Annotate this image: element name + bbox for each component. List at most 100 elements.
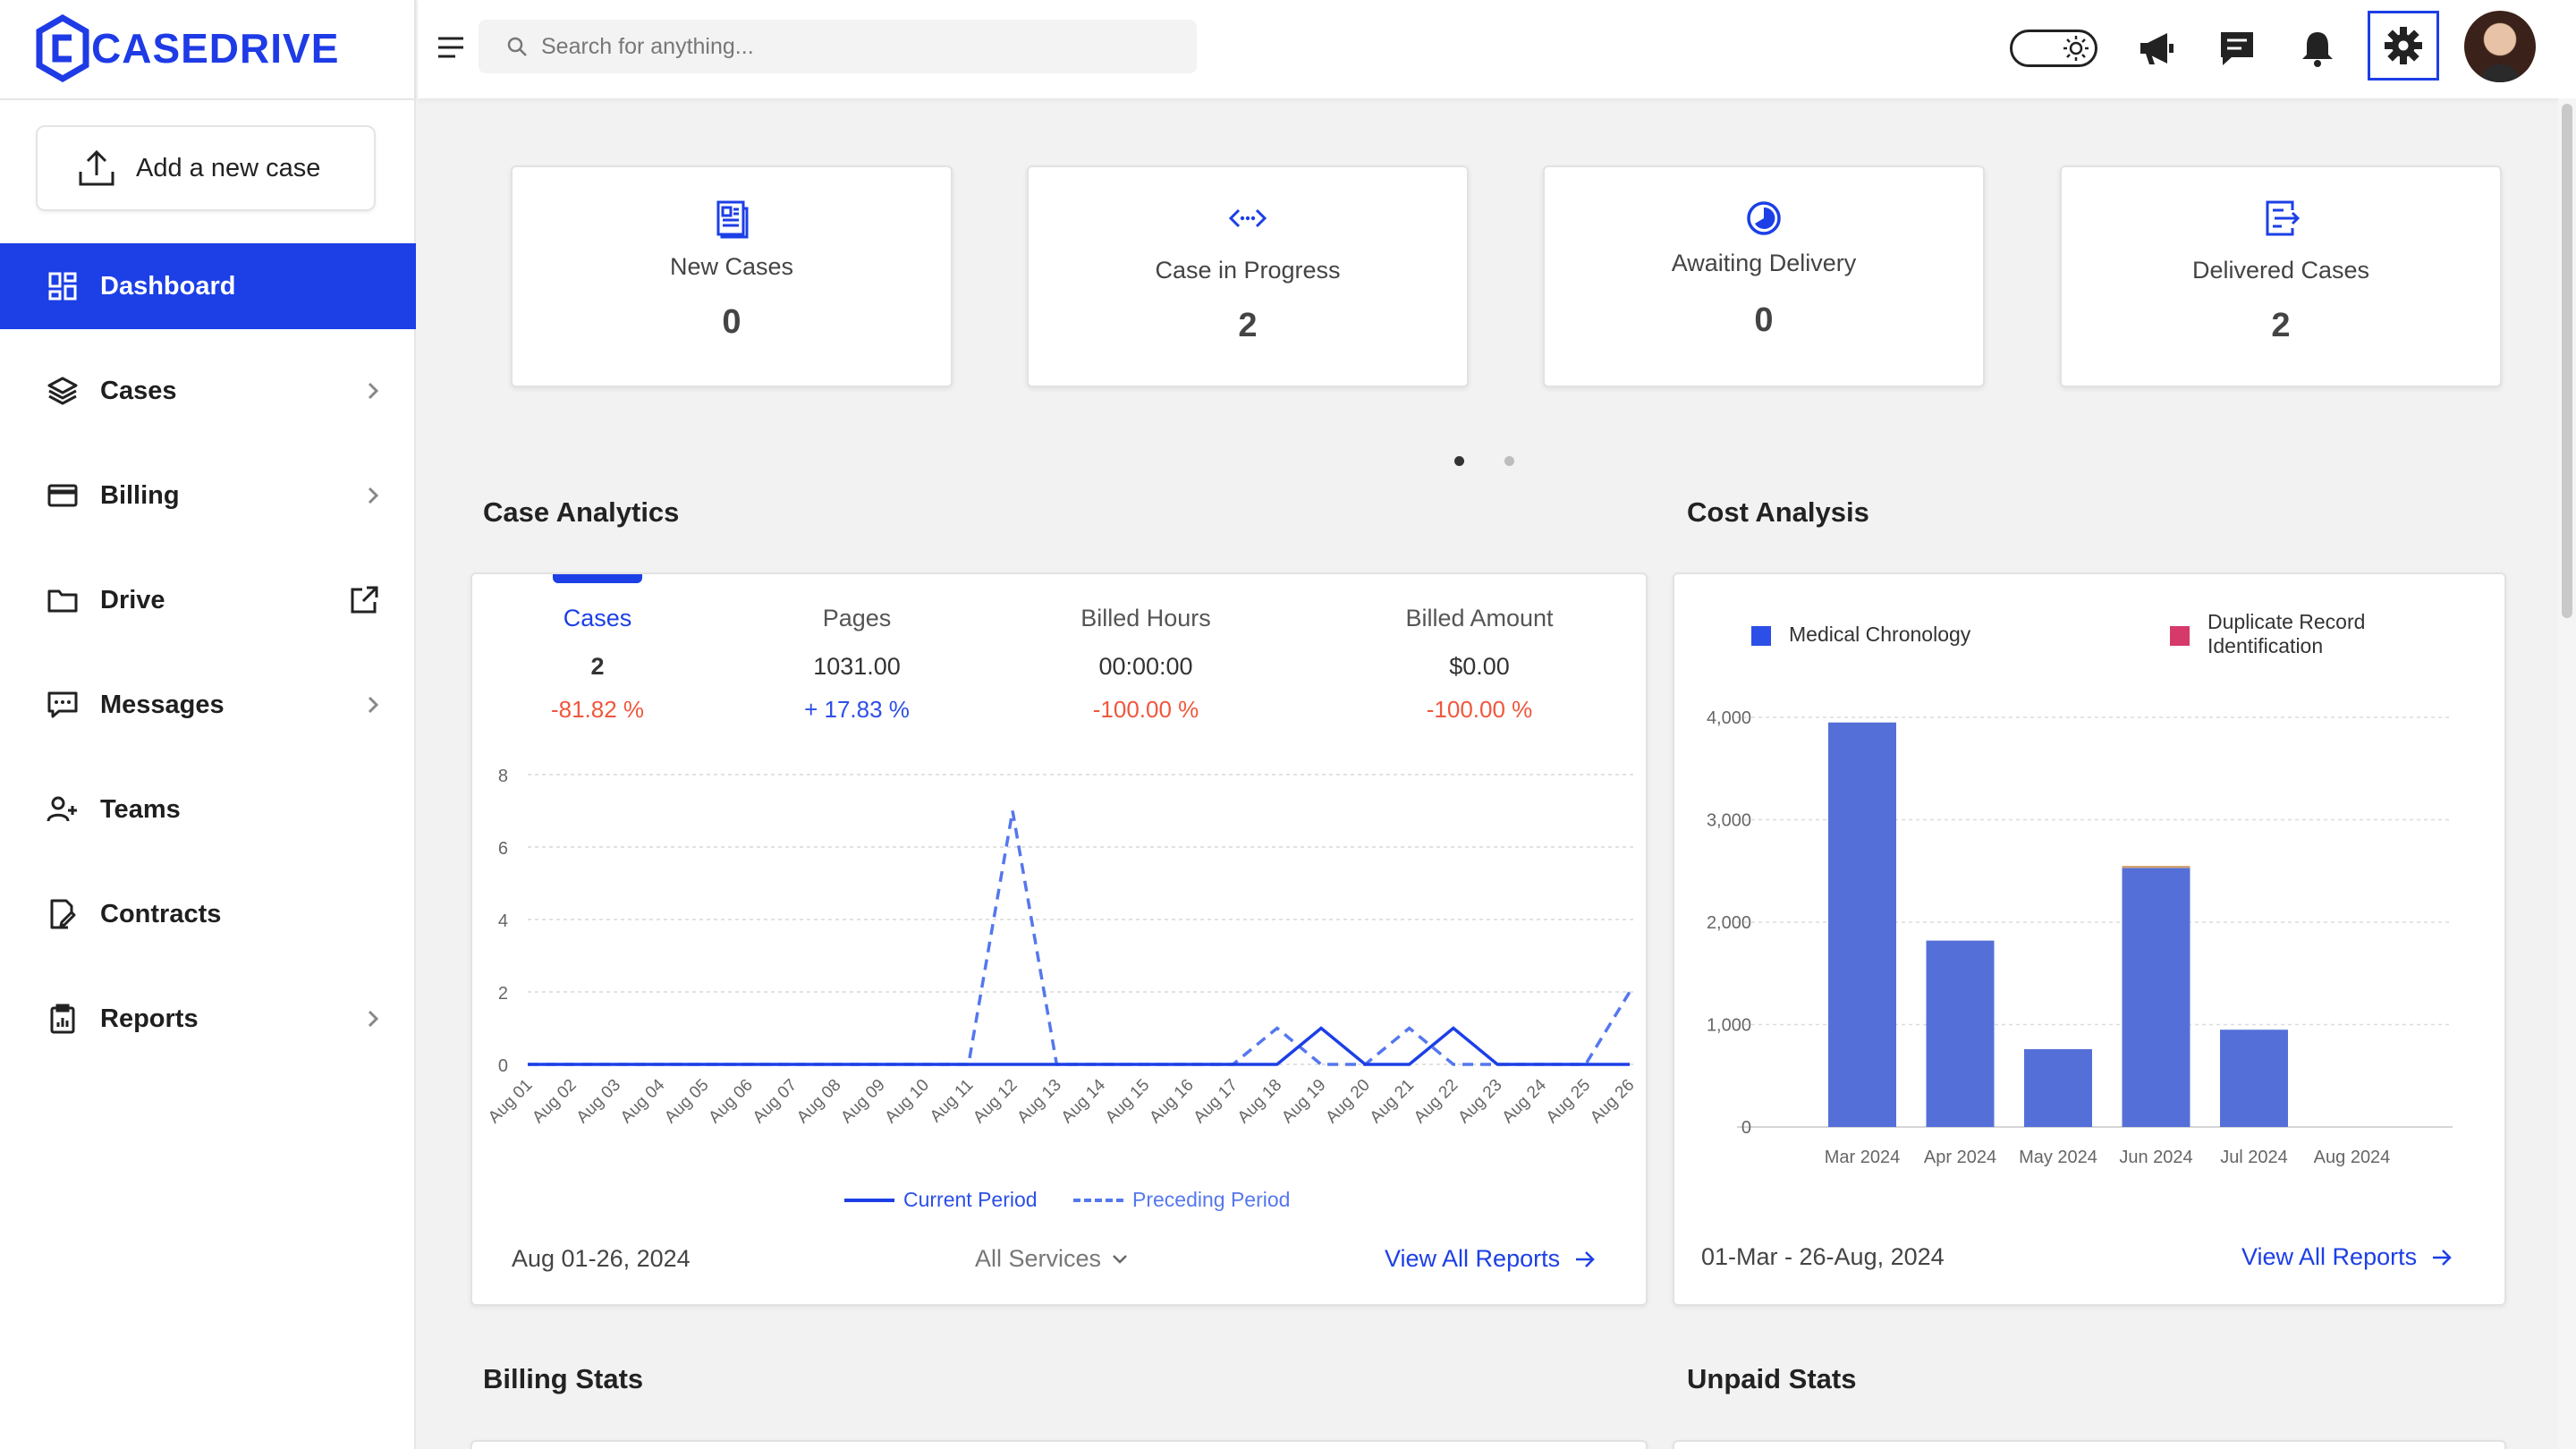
case-analytics-view-all-reports-link[interactable]: View All Reports	[1385, 1245, 1597, 1273]
unpaid-stats-title: Unpaid Stats	[1687, 1363, 1857, 1394]
y-tick-label: 2,000	[1707, 913, 1751, 933]
theme-toggle[interactable]	[2010, 30, 2097, 67]
sidebar-item-label: Contracts	[100, 899, 222, 928]
sidebar-item-reports[interactable]: Reports	[0, 976, 416, 1062]
y-tick-label: 4,000	[1707, 708, 1751, 728]
sidebar-item-contracts[interactable]: Contracts	[0, 871, 416, 957]
x-tick-label: Aug 22	[1411, 1076, 1462, 1127]
legend-duplicate-record[interactable]: Duplicate Record Identification	[2170, 610, 2438, 658]
stat-label: New Cases	[669, 253, 794, 280]
sidebar-item-label: Drive	[100, 585, 165, 614]
metric-label: Billed Amount	[1405, 605, 1554, 631]
y-tick-label: 2	[498, 984, 508, 1004]
scrollbar-thumb[interactable]	[2562, 104, 2572, 618]
y-tick-label: 0	[1741, 1118, 1751, 1138]
chat-icon[interactable]	[2217, 29, 2257, 68]
legend-label: Medical Chronology	[1789, 623, 1971, 646]
legend-label: Duplicate Record Identification	[2207, 610, 2366, 657]
topbar	[418, 0, 2576, 98]
stat-card-new-cases[interactable]: New Cases 0	[511, 165, 953, 387]
y-tick-label: 4	[498, 911, 508, 931]
services-dropdown[interactable]: All Services	[975, 1245, 1130, 1273]
sun-icon	[2063, 36, 2089, 61]
settings-button[interactable]	[2368, 11, 2439, 80]
stat-value: 0	[722, 303, 741, 341]
metric-label: Cases	[563, 605, 632, 631]
sidebar-item-drive[interactable]: Drive	[0, 557, 416, 643]
sidebar-item-messages[interactable]: Messages	[0, 662, 416, 748]
search-bar	[479, 20, 1197, 73]
page-scrollbar[interactable]	[2558, 98, 2576, 1449]
active-tab-indicator	[553, 574, 642, 583]
gear-icon	[2385, 27, 2422, 64]
x-tick-label: Jul 2024	[2220, 1148, 2288, 1167]
bar-medical-chronology	[2220, 1030, 2288, 1127]
sidebar-item-cases[interactable]: Cases	[0, 348, 416, 434]
delivered-icon	[2266, 200, 2301, 236]
stat-card-case-in-progress[interactable]: Case in Progress 2	[1027, 165, 1469, 387]
sidebar-item-teams[interactable]: Teams	[0, 767, 416, 852]
megaphone-icon[interactable]	[2137, 29, 2176, 68]
x-tick-label: Aug 09	[837, 1076, 888, 1127]
brand-logo[interactable]: CASEDRIVE	[36, 13, 339, 84]
series-preceding-period-line	[528, 810, 1631, 1066]
search-icon	[507, 37, 527, 56]
billing-stats-title: Billing Stats	[483, 1363, 644, 1394]
x-tick-label: Jun 2024	[2119, 1148, 2192, 1167]
sidebar-item-billing[interactable]: Billing	[0, 453, 416, 538]
folder-icon	[47, 584, 79, 616]
x-tick-label: Aug 16	[1146, 1076, 1197, 1127]
bar-medical-chronology	[2024, 1048, 2092, 1127]
chevron-right-icon	[368, 487, 379, 504]
sidebar-item-label: Billing	[100, 480, 180, 510]
chevron-down-icon	[1113, 1254, 1127, 1264]
x-tick-label: Aug 02	[529, 1076, 580, 1127]
x-tick-label: Aug 23	[1454, 1076, 1505, 1127]
legend-current-period[interactable]: Current Period	[844, 1188, 1038, 1212]
x-tick-label: Aug 19	[1278, 1076, 1329, 1127]
metric-label: Pages	[822, 605, 892, 631]
add-new-case-button[interactable]: Add a new case	[36, 125, 376, 211]
x-tick-label: Aug 03	[573, 1076, 624, 1127]
x-tick-label: Aug 24	[1499, 1075, 1551, 1127]
bar-medical-chronology	[2122, 868, 2190, 1127]
x-tick-label: May 2024	[2019, 1148, 2097, 1167]
cost-analysis-title: Cost Analysis	[1687, 496, 1869, 528]
sidebar-item-label: Teams	[100, 794, 181, 824]
stat-value: 2	[2271, 307, 2291, 344]
hamburger-menu-icon[interactable]	[436, 32, 466, 63]
sidebar-item-dashboard[interactable]: Dashboard	[0, 243, 416, 329]
sidebar-item-label: Cases	[100, 376, 177, 405]
legend-preceding-period[interactable]: Preceding Period	[1073, 1188, 1290, 1212]
x-tick-label: Aug 04	[617, 1075, 669, 1127]
stat-label: Awaiting Delivery	[1671, 250, 1857, 276]
legend-medical-chronology[interactable]: Medical Chronology	[1751, 623, 1970, 647]
legend-swatch	[1751, 626, 1771, 646]
brand-name: CASEDRIVE	[91, 25, 340, 72]
stat-value: 0	[1754, 301, 1774, 339]
y-tick-label: 8	[498, 767, 508, 786]
carousel-dot-active[interactable]	[1454, 456, 1464, 466]
user-avatar[interactable]	[2464, 11, 2536, 82]
case-analytics-date-range: Aug 01-26, 2024	[512, 1245, 691, 1272]
card-icon	[47, 479, 79, 512]
stat-card-delivered-cases[interactable]: Delivered Cases 2	[2060, 165, 2502, 387]
clock-icon	[1747, 201, 1781, 235]
bar-medical-chronology	[1926, 940, 1995, 1127]
external-link-icon[interactable]	[348, 584, 380, 616]
legend-solid-line	[844, 1198, 894, 1202]
stat-card-awaiting-delivery[interactable]: Awaiting Delivery 0	[1543, 165, 1985, 387]
cost-analysis-bar-chart: 0 1,000 2,000 3,000 4,000 Mar 2024 Apr 2024 May…	[1707, 708, 2453, 1167]
bell-icon[interactable]	[2298, 29, 2337, 68]
x-tick-label: Aug 21	[1367, 1076, 1418, 1127]
cost-analysis-view-all-reports-link[interactable]: View All Reports	[2241, 1243, 2454, 1271]
x-tick-label: Aug 12	[970, 1076, 1021, 1127]
x-tick-label: Aug 01	[485, 1076, 536, 1127]
services-dropdown-value: All Services	[975, 1245, 1102, 1272]
series-current-period-line	[528, 1026, 1630, 1066]
cost-analysis-date-range: 01-Mar - 26-Aug, 2024	[1701, 1243, 1945, 1270]
stat-label: Delivered Cases	[2191, 257, 2370, 284]
add-new-case-label: Add a new case	[136, 153, 321, 182]
search-input[interactable]	[541, 33, 1167, 60]
carousel-dot[interactable]	[1504, 456, 1514, 466]
